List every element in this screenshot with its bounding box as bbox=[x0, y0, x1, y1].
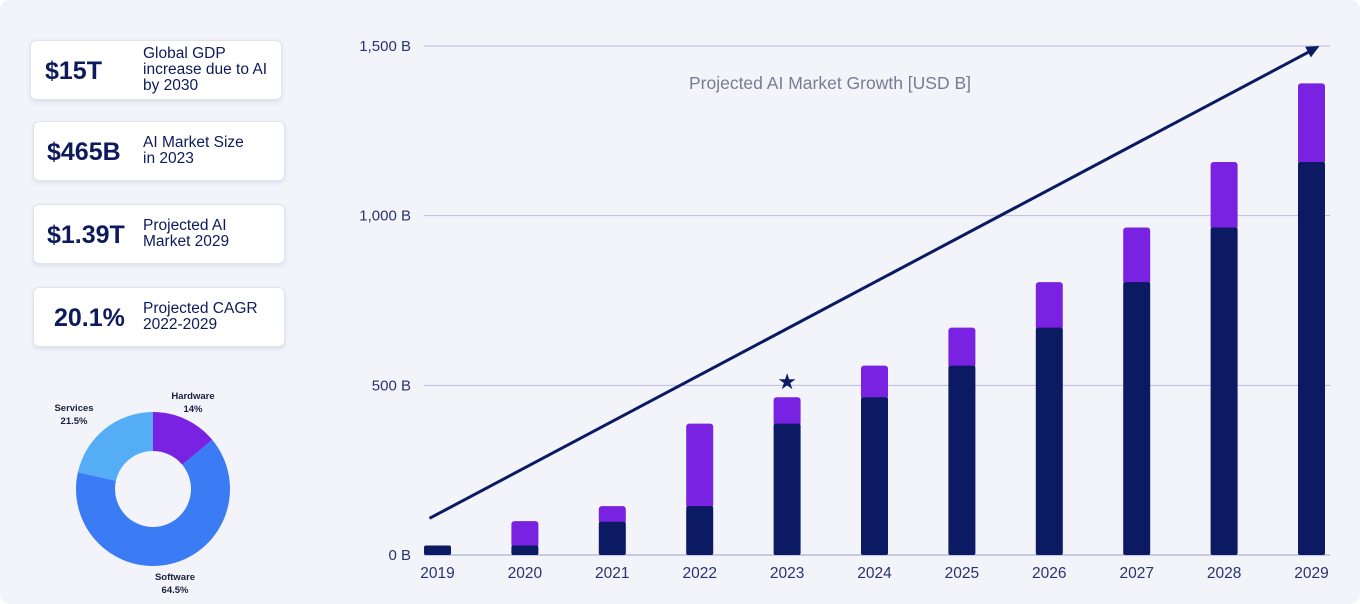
y-tick-label: 500 B bbox=[372, 377, 411, 394]
bar-segment-base bbox=[1298, 162, 1325, 555]
stat-label: Projected AI Market 2029 bbox=[143, 217, 230, 250]
x-tick-label: 2027 bbox=[1119, 565, 1153, 582]
bar-segment-upper bbox=[948, 327, 976, 368]
bar-segment-base bbox=[598, 521, 626, 555]
trend-arrow-line bbox=[428, 50, 1311, 520]
stat-card-projected-market: $1.39T Projected AI Market 2029 bbox=[33, 204, 285, 264]
donut-percent-label: 21.5% bbox=[61, 416, 88, 427]
stat-label: Global GDP increase due to AI by 2030 bbox=[143, 45, 268, 94]
bar-segment-upper bbox=[861, 365, 888, 400]
donut-label: Software bbox=[155, 572, 195, 583]
donut-slice-software bbox=[75, 439, 230, 566]
stat-value: $1.39T bbox=[47, 221, 125, 249]
chart-title: Projected AI Market Growth [USD B] bbox=[689, 73, 971, 93]
y-tick-label: 1,000 B bbox=[359, 208, 411, 225]
bar-segment-upper bbox=[1298, 83, 1325, 165]
stat-label: Projected CAGR 2022-2029 bbox=[143, 300, 258, 333]
bar-segment-base bbox=[1210, 227, 1238, 555]
stat-card-cagr: 20.1% Projected CAGR 2022-2029 bbox=[33, 287, 285, 347]
stat-value: $465B bbox=[47, 138, 121, 166]
bar-segment-base bbox=[424, 545, 451, 555]
trend-arrow-head bbox=[1305, 46, 1320, 58]
bar-segment-upper bbox=[1123, 227, 1151, 285]
bar-segment-base bbox=[1123, 282, 1151, 555]
ai-segment-donut-chart: Hardware 14% Software 64.5% Services 21.5% bbox=[54, 391, 230, 596]
bar-segment-upper bbox=[511, 521, 539, 548]
bar-segment-base bbox=[861, 397, 888, 555]
y-tick-label: 1,500 B bbox=[359, 38, 411, 55]
bar-segment-base bbox=[686, 506, 714, 555]
bar-segment-base bbox=[773, 423, 801, 555]
donut-percent-label: 14% bbox=[183, 404, 203, 415]
x-tick-label: 2023 bbox=[770, 565, 804, 582]
bar-segment-base bbox=[1035, 327, 1063, 555]
stat-label: AI Market Size in 2023 bbox=[143, 134, 244, 167]
x-tick-label: 2028 bbox=[1207, 565, 1241, 582]
bar-segment-upper bbox=[686, 423, 714, 509]
bar-segment-base bbox=[948, 365, 976, 555]
y-tick-label: 0 B bbox=[388, 547, 411, 564]
donut-label: Services bbox=[54, 403, 93, 414]
x-tick-label: 2029 bbox=[1294, 565, 1328, 582]
stat-card-market-size: $465B AI Market Size in 2023 bbox=[33, 121, 285, 181]
x-tick-label: 2020 bbox=[508, 565, 543, 582]
x-tick-label: 2021 bbox=[595, 565, 629, 582]
star-icon: ★ bbox=[777, 369, 797, 394]
x-tick-label: 2025 bbox=[945, 565, 979, 582]
bar-segment-upper bbox=[598, 506, 626, 524]
stat-value: $15T bbox=[45, 57, 102, 85]
bar-segment-upper bbox=[1035, 282, 1063, 330]
donut-slice-hardware bbox=[153, 412, 213, 465]
x-tick-label: 2022 bbox=[682, 565, 716, 582]
donut-label: Hardware bbox=[171, 391, 214, 402]
bar-segment-upper bbox=[773, 397, 801, 426]
stat-value: 20.1% bbox=[54, 304, 125, 332]
x-tick-label: 2019 bbox=[420, 565, 454, 582]
bar-segment-base bbox=[511, 545, 539, 555]
donut-slice-services bbox=[77, 412, 153, 481]
x-tick-label: 2024 bbox=[857, 565, 892, 582]
donut-percent-label: 64.5% bbox=[162, 585, 189, 596]
x-tick-label: 2026 bbox=[1032, 565, 1066, 582]
bar-segment-upper bbox=[1210, 162, 1238, 230]
stat-card-gdp: $15T Global GDP increase due to AI by 20… bbox=[30, 40, 282, 100]
